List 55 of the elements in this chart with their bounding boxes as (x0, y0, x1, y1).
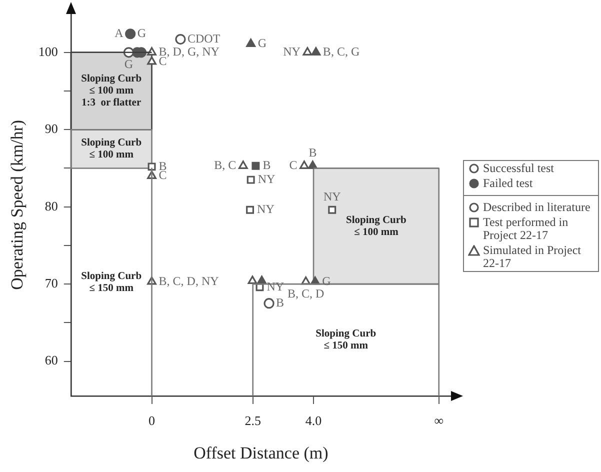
point (148, 162, 156, 171)
legend-label: Simulated in Project 22-17 (483, 243, 582, 270)
point (246, 176, 255, 184)
legend-label: Failed test (483, 176, 533, 190)
annotation: C (289, 158, 298, 172)
point (311, 47, 321, 56)
y-axis-title: Operating Speed (km/hr) (8, 120, 27, 290)
annotation: B, C, G (322, 44, 360, 59)
text: Described in literature (483, 200, 590, 214)
annotation: B (276, 296, 284, 310)
annotation: Sloping Curb ≤ 150 mm (81, 270, 142, 294)
annotation: NY (323, 190, 342, 204)
annotation: G (258, 36, 267, 50)
legend-label: Test performed in Project 22-17 (483, 215, 570, 242)
annotation: A (114, 26, 124, 40)
annotation: Sloping Curb ≤ 100 mm 1:3 or flatter (81, 74, 142, 109)
point (246, 38, 256, 47)
annotation: G (124, 57, 134, 72)
annotation: G (137, 26, 146, 40)
legend-label: Successful test (483, 161, 554, 175)
x-tick-label: 0 (148, 413, 156, 428)
point (125, 28, 136, 40)
annotation: B, C (214, 158, 236, 172)
y-tick-label: 60 (44, 352, 58, 368)
point (264, 298, 274, 309)
x-axis-title: Offset Distance (m) (194, 443, 328, 462)
x-tick-label: ∞ (434, 413, 444, 428)
point (175, 34, 186, 45)
point (302, 47, 312, 56)
annotation: B (308, 146, 317, 160)
annotation: Sloping Curb ≤ 100 mm (346, 214, 407, 238)
point (246, 206, 254, 214)
annotation: NY (283, 44, 301, 59)
y-tick-label: 80 (44, 198, 58, 214)
x-tick-label: 4.0 (305, 413, 322, 428)
point (328, 206, 336, 214)
annotation: Sloping Curb ≤ 150 mm (316, 328, 376, 352)
annotation: NY (258, 172, 276, 186)
annotation: B, C, D (287, 286, 324, 300)
point (238, 160, 248, 169)
annotation: B (262, 158, 271, 172)
annotation: B, D, G, NY (158, 44, 220, 59)
point (300, 160, 309, 169)
point (248, 276, 258, 284)
y-tick-label: 90 (44, 121, 58, 136)
annotation: NY (257, 202, 275, 216)
y-tick-label: 70 (44, 275, 58, 290)
annotation: CDOT (187, 31, 221, 46)
point (252, 162, 260, 170)
y-tick-label: 100 (38, 44, 58, 59)
x-tick-label: 2.5 (244, 413, 261, 428)
annotation: B, C, D, NY (158, 274, 220, 288)
point (147, 56, 156, 65)
point (308, 160, 318, 169)
annotation: Sloping Curb ≤ 100 mm (81, 138, 142, 161)
